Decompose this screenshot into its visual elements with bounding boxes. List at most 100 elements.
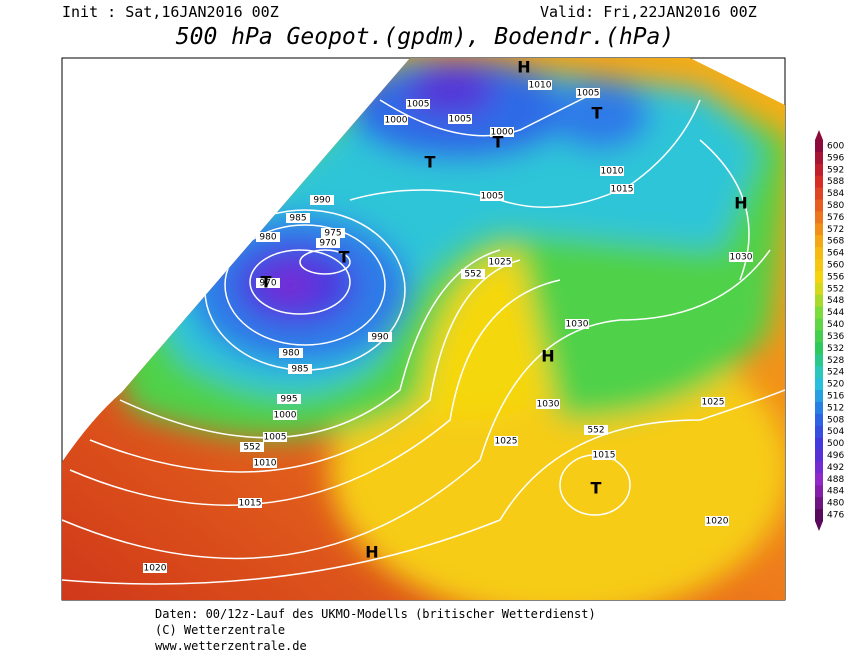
colorbar-label: 556 (827, 272, 844, 282)
pressure-center: H (734, 194, 747, 213)
colorbar-swatch (815, 401, 823, 415)
isobar-label-bg (288, 364, 312, 374)
isobar-label-bg (143, 563, 167, 573)
colorbar-label: 484 (827, 487, 844, 497)
pressure-center: H (365, 543, 378, 562)
colorbar-swatch (815, 354, 823, 367)
colorbar-cap (815, 130, 823, 140)
colorbar-swatch (815, 485, 823, 498)
isobar-label: 1010 (254, 459, 277, 469)
pressure-center: T (339, 248, 350, 267)
colorbar-label: 496 (827, 451, 844, 461)
isobar-label: 1030 (730, 253, 753, 263)
colorbar-swatch (815, 282, 823, 296)
isobar-label: 1025 (702, 398, 725, 408)
isobar-label: 990 (371, 333, 388, 343)
footer-line: (C) Wetterzentrale (155, 623, 285, 637)
isobar-label: 985 (291, 365, 308, 375)
colorbar-swatch (815, 425, 823, 439)
isobar-label: 1015 (611, 185, 634, 195)
pressure-center: T (591, 479, 602, 498)
isobar-label: 1025 (495, 437, 518, 447)
colorbar-swatch (815, 151, 823, 165)
colorbar-label: 576 (827, 213, 844, 223)
colorbar-label: 528 (827, 356, 844, 366)
isobar-label-bg (461, 269, 485, 279)
colorbar-label: 536 (827, 332, 844, 342)
isobar-label-bg (273, 410, 297, 420)
colorbar-swatch (815, 342, 823, 355)
pressure-center: T (493, 133, 504, 152)
colorbar-swatch (815, 140, 823, 153)
colorbar-label: 508 (827, 415, 844, 425)
pressure-center: H (517, 58, 530, 77)
colorbar-label: 512 (827, 403, 844, 413)
map-title: 500 hPa Geopot.(gpdm), Bodendr.(hPa) (176, 24, 675, 50)
colorbar-swatch (815, 270, 823, 284)
isobar-label-bg (368, 332, 392, 342)
colorbar-label: 584 (827, 189, 844, 199)
init-text: Init : Sat,16JAN2016 00Z (62, 3, 279, 21)
pressure-center: T (592, 104, 603, 123)
isobar-label-bg (238, 498, 262, 508)
colorbar-swatch (815, 330, 823, 343)
isobar-label-bg (448, 114, 472, 124)
isobar-label-bg (565, 319, 589, 329)
colorbar-label: 476 (827, 511, 844, 521)
colorbar-label: 488 (827, 475, 844, 485)
isobar-label-bg (536, 399, 560, 409)
isobar-label-bg (584, 425, 608, 435)
colorbar-swatch (815, 497, 823, 510)
isobar-label-bg (610, 184, 634, 194)
isobar-label: 1010 (601, 167, 624, 177)
isobar-label-bg (316, 238, 340, 248)
colorbar-swatch (815, 449, 823, 462)
colorbar-swatch (815, 366, 823, 379)
colorbar-label: 524 (827, 368, 844, 378)
isobar-label-bg (480, 191, 504, 201)
isobar-label-bg (701, 397, 725, 407)
colorbar-swatch (815, 390, 823, 403)
colorbar-swatch (815, 199, 823, 212)
colorbar-label: 596 (827, 153, 844, 163)
footer-line: Daten: 00/12z-Lauf des UKMO-Modells (bri… (155, 607, 596, 621)
colorbar-label: 540 (827, 320, 844, 330)
colorbar-swatch (815, 235, 823, 248)
isobar-label: 1000 (491, 128, 514, 138)
colorbar-label: 592 (827, 165, 844, 175)
colorbar-label: 548 (827, 296, 844, 306)
colorbar-swatch (815, 306, 823, 320)
colorbar-swatch (815, 413, 823, 427)
isobar-label: 1020 (144, 564, 167, 574)
isobar-label: 1005 (264, 433, 287, 443)
colorbar-swatch (815, 223, 823, 236)
isobar-label: 552 (587, 426, 604, 436)
isobar-label: 980 (282, 349, 299, 359)
colorbar-swatch (815, 378, 823, 391)
colorbar-swatch (815, 259, 823, 272)
colorbar-swatch (815, 294, 823, 308)
isobar-label: 552 (243, 443, 260, 453)
colorbar-swatch (815, 509, 823, 522)
colorbar-swatch (815, 163, 823, 177)
colorbar-label: 504 (827, 427, 844, 437)
isobar-label-bg (528, 80, 552, 90)
isobar-label: 975 (324, 229, 341, 239)
colorbar-swatch (815, 318, 823, 331)
colorbar-swatch (815, 175, 823, 189)
isobar-label-bg (310, 195, 334, 205)
isobar-label-bg (576, 88, 600, 98)
colorbar-label: 560 (827, 261, 844, 271)
colorbar-label: 516 (827, 391, 844, 401)
pressure-center: T (425, 153, 436, 172)
isobar-label-bg (488, 257, 512, 267)
isobar-label-bg (253, 458, 277, 468)
isobar-label: 1025 (489, 258, 512, 268)
colorbar-label: 572 (827, 225, 844, 235)
colorbar-label: 588 (827, 177, 844, 187)
colorbar-label: 552 (827, 284, 844, 294)
colorbar-swatch (815, 437, 823, 451)
isobar-label: 995 (280, 395, 297, 405)
isobar-label: 1020 (706, 517, 729, 527)
